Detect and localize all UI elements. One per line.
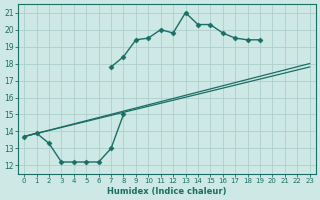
X-axis label: Humidex (Indice chaleur): Humidex (Indice chaleur) — [107, 187, 227, 196]
